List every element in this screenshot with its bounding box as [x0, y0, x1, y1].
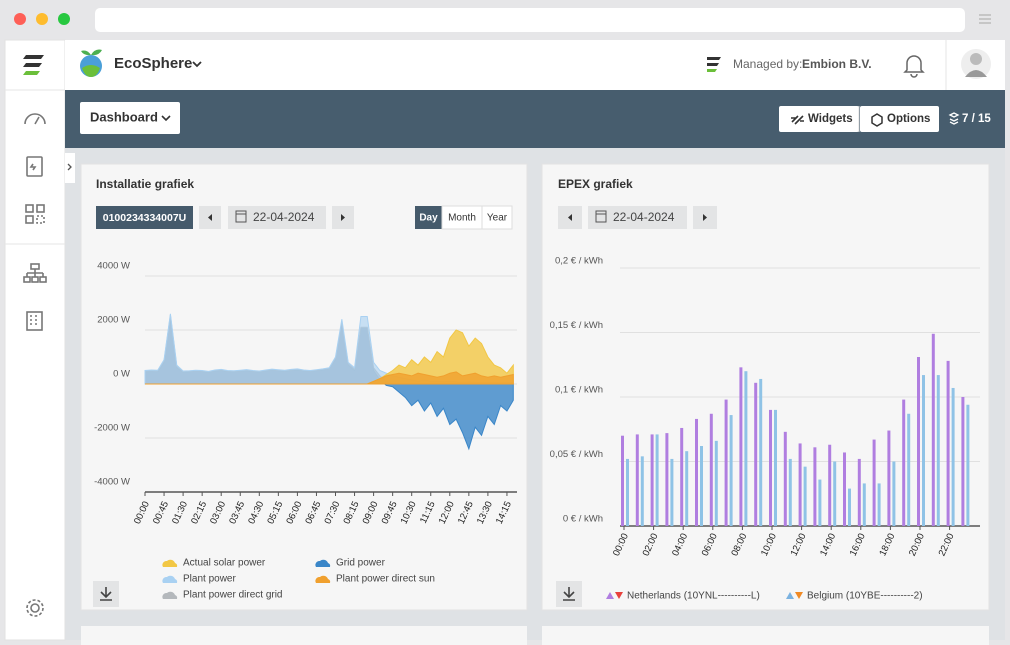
bar — [651, 434, 654, 526]
bar — [641, 456, 644, 526]
device-id[interactable]: 0100234334007U — [103, 212, 187, 224]
bar — [932, 334, 935, 526]
bar — [892, 462, 895, 527]
card — [542, 626, 989, 645]
bar — [774, 410, 777, 526]
bar — [818, 480, 821, 526]
y-tick-label: -2000 W — [94, 423, 130, 434]
bar — [730, 415, 733, 526]
bar — [848, 489, 851, 526]
bar — [863, 483, 866, 526]
y-tick-label: 2000 W — [97, 315, 130, 326]
legend-label[interactable]: Plant power — [183, 574, 236, 585]
bar — [769, 410, 772, 526]
legend-label[interactable]: Belgium (10YBE----------2) — [807, 591, 923, 602]
y-tick-label: -4000 W — [94, 477, 130, 488]
bar — [700, 446, 703, 526]
bar — [789, 459, 792, 526]
bar — [833, 462, 836, 527]
date[interactable]: 22-04-2024 — [613, 210, 675, 224]
y-tick-label: 0 € / kWh — [563, 514, 603, 525]
bar — [670, 459, 673, 526]
date[interactable]: 22-04-2024 — [253, 210, 315, 224]
bar — [685, 451, 688, 526]
page-count: 7 / 15 — [962, 113, 991, 125]
bar — [917, 357, 920, 526]
bar — [858, 459, 861, 526]
legend-label[interactable]: Actual solar power — [183, 558, 266, 569]
managed-by: Embion B.V. — [802, 57, 872, 71]
app-name[interactable]: EcoSphere — [114, 55, 192, 72]
bar — [621, 436, 624, 526]
widgets-label[interactable]: Widgets — [808, 113, 853, 125]
bar — [937, 375, 940, 526]
managed-by-label: Managed by: — [733, 57, 802, 71]
period-label[interactable]: Month — [448, 213, 476, 224]
close-dot[interactable] — [14, 13, 26, 25]
bar — [799, 443, 802, 526]
bar — [966, 405, 969, 526]
legend-label[interactable]: Grid power — [336, 558, 386, 569]
y-tick-label: 4000 W — [97, 261, 130, 272]
dashboard-label[interactable]: Dashboard — [90, 109, 158, 124]
y-tick-label: 0,05 € / kWh — [550, 449, 603, 460]
legend-label[interactable]: Plant power direct grid — [183, 590, 283, 601]
y-tick-label: 0,1 € / kWh — [555, 385, 603, 396]
bar — [813, 447, 816, 526]
bar — [715, 441, 718, 526]
bar — [952, 388, 955, 526]
bar — [887, 431, 890, 526]
y-tick-label: 0 W — [113, 369, 130, 380]
bar — [961, 397, 964, 526]
period-label[interactable]: Year — [487, 213, 508, 224]
card-title: EPEX grafiek — [558, 177, 633, 191]
bar — [754, 383, 757, 526]
minimize-dot[interactable] — [36, 13, 48, 25]
card-title: Installatie grafiek — [96, 177, 194, 191]
bar — [902, 400, 905, 526]
bar — [710, 414, 713, 526]
bar — [878, 483, 881, 526]
period-label[interactable]: Day — [419, 213, 438, 224]
bar — [725, 400, 728, 526]
bar — [759, 379, 762, 526]
bar — [784, 432, 787, 526]
bar — [636, 434, 639, 526]
maximize-dot[interactable] — [58, 13, 70, 25]
legend-label[interactable]: Netherlands (10YNL----------L) — [627, 591, 760, 602]
bar — [922, 375, 925, 526]
bar — [665, 433, 668, 526]
bar — [907, 414, 910, 526]
bar — [680, 428, 683, 526]
address-bar[interactable] — [95, 8, 965, 32]
bar — [947, 361, 950, 526]
bar — [873, 440, 876, 526]
legend-label[interactable]: Plant power direct sun — [336, 574, 435, 585]
bar — [695, 419, 698, 526]
bar — [843, 452, 846, 526]
y-tick-label: 0,15 € / kWh — [550, 320, 603, 331]
bar — [744, 371, 747, 526]
bar — [656, 434, 659, 526]
card — [81, 626, 527, 645]
bar — [739, 367, 742, 526]
options-label[interactable]: Options — [887, 113, 930, 125]
y-tick-label: 0,2 € / kWh — [555, 256, 603, 267]
user-avatar[interactable] — [961, 49, 991, 79]
bar — [804, 467, 807, 526]
sidebar — [5, 40, 65, 640]
bar — [828, 445, 831, 526]
bar — [626, 459, 629, 526]
